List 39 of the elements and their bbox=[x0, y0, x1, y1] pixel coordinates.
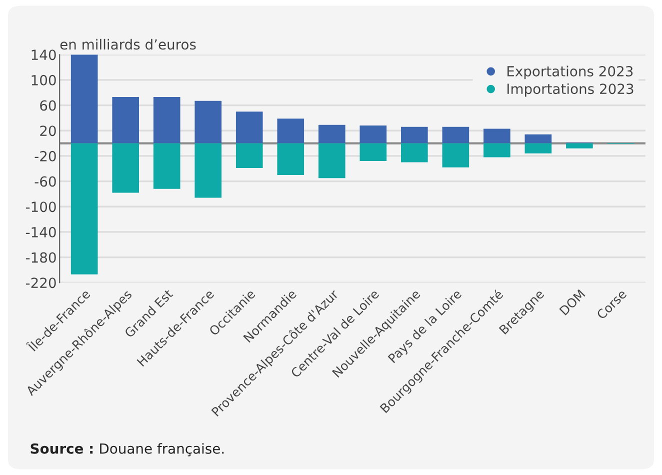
y-tick-label: -100 bbox=[26, 202, 56, 212]
bar bbox=[236, 112, 263, 144]
y-tick-label: 140 bbox=[32, 50, 56, 60]
bar bbox=[484, 143, 510, 158]
bar bbox=[400, 143, 428, 162]
bar bbox=[194, 143, 222, 198]
bar bbox=[484, 128, 510, 144]
bar bbox=[318, 124, 346, 144]
bar bbox=[400, 126, 428, 144]
legend-label: Exportations 2023 bbox=[507, 66, 633, 80]
bar bbox=[318, 143, 346, 178]
bar bbox=[566, 143, 593, 148]
bar bbox=[112, 97, 140, 144]
bar bbox=[194, 100, 222, 144]
y-tick-label: 20 bbox=[40, 126, 56, 136]
bar bbox=[360, 126, 387, 144]
bar bbox=[442, 143, 470, 168]
y-tick-label: 60 bbox=[40, 100, 56, 111]
bar bbox=[442, 126, 470, 144]
y-tick-label: -20 bbox=[34, 150, 56, 162]
bar bbox=[70, 143, 98, 274]
bar bbox=[236, 143, 263, 168]
source-note: Source : Douane française. bbox=[30, 443, 224, 456]
y-axis-title: en milliards d’euros bbox=[60, 38, 196, 50]
bar bbox=[70, 54, 98, 144]
bar bbox=[277, 118, 304, 144]
legend-label: Importations 2023 bbox=[507, 83, 634, 97]
y-tick-label: -140 bbox=[26, 226, 56, 238]
y-tick-label: -180 bbox=[26, 252, 56, 263]
bar bbox=[153, 97, 180, 144]
y-tick-label: -60 bbox=[34, 176, 56, 187]
bar bbox=[360, 143, 387, 162]
bar bbox=[153, 143, 180, 189]
bar bbox=[524, 143, 552, 154]
y-tick-label: 100 bbox=[32, 74, 56, 86]
bar bbox=[112, 143, 140, 193]
y-tick-label: -220 bbox=[26, 278, 56, 288]
bar bbox=[277, 143, 304, 175]
bar bbox=[524, 134, 552, 144]
